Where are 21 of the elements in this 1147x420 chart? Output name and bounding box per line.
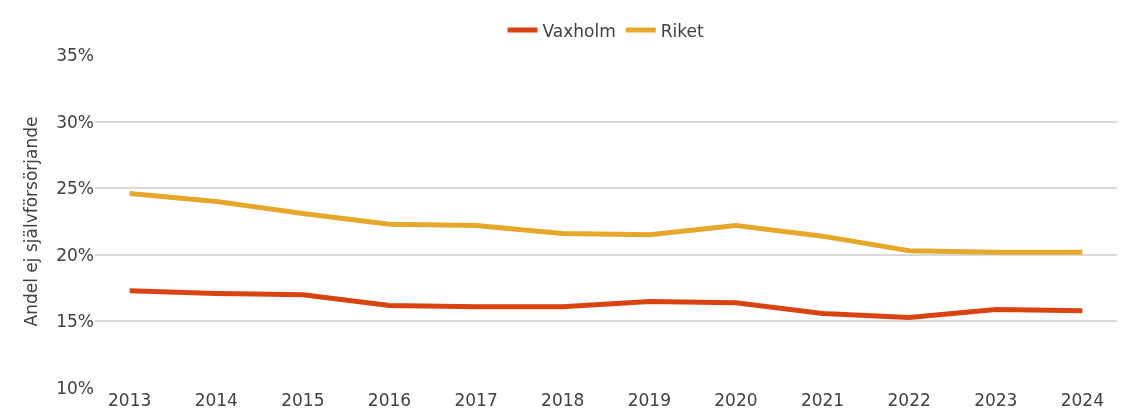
x-tick-label: 2016: [367, 390, 412, 410]
x-tick-label: 2020: [714, 390, 758, 410]
y-tick-label: 25%: [56, 178, 94, 199]
y-tick-label: 10%: [56, 377, 94, 398]
legend-label: Vaxholm: [542, 20, 616, 41]
x-tick-label: 2017: [454, 390, 498, 410]
y-tick-label: 15%: [56, 311, 94, 332]
x-tick-label: 2022: [887, 390, 931, 410]
y-tick-label: 30%: [56, 111, 94, 132]
y-tick-label: 35%: [56, 44, 94, 65]
x-tick-label: 2019: [627, 390, 671, 410]
x-tick-label: 2023: [974, 390, 1018, 410]
legend-label: Riket: [660, 20, 704, 41]
x-tick-label: 2021: [800, 390, 845, 410]
x-tick-label: 2024: [1060, 390, 1104, 410]
x-tick-label: 2015: [281, 390, 325, 410]
y-tick-label: 20%: [56, 244, 94, 265]
x-tick-label: 2013: [108, 390, 152, 410]
y-axis-title: Andel ej självförsörjande: [20, 116, 41, 327]
x-tick-label: 2018: [541, 390, 585, 410]
x-tick-label: 2014: [194, 390, 238, 410]
